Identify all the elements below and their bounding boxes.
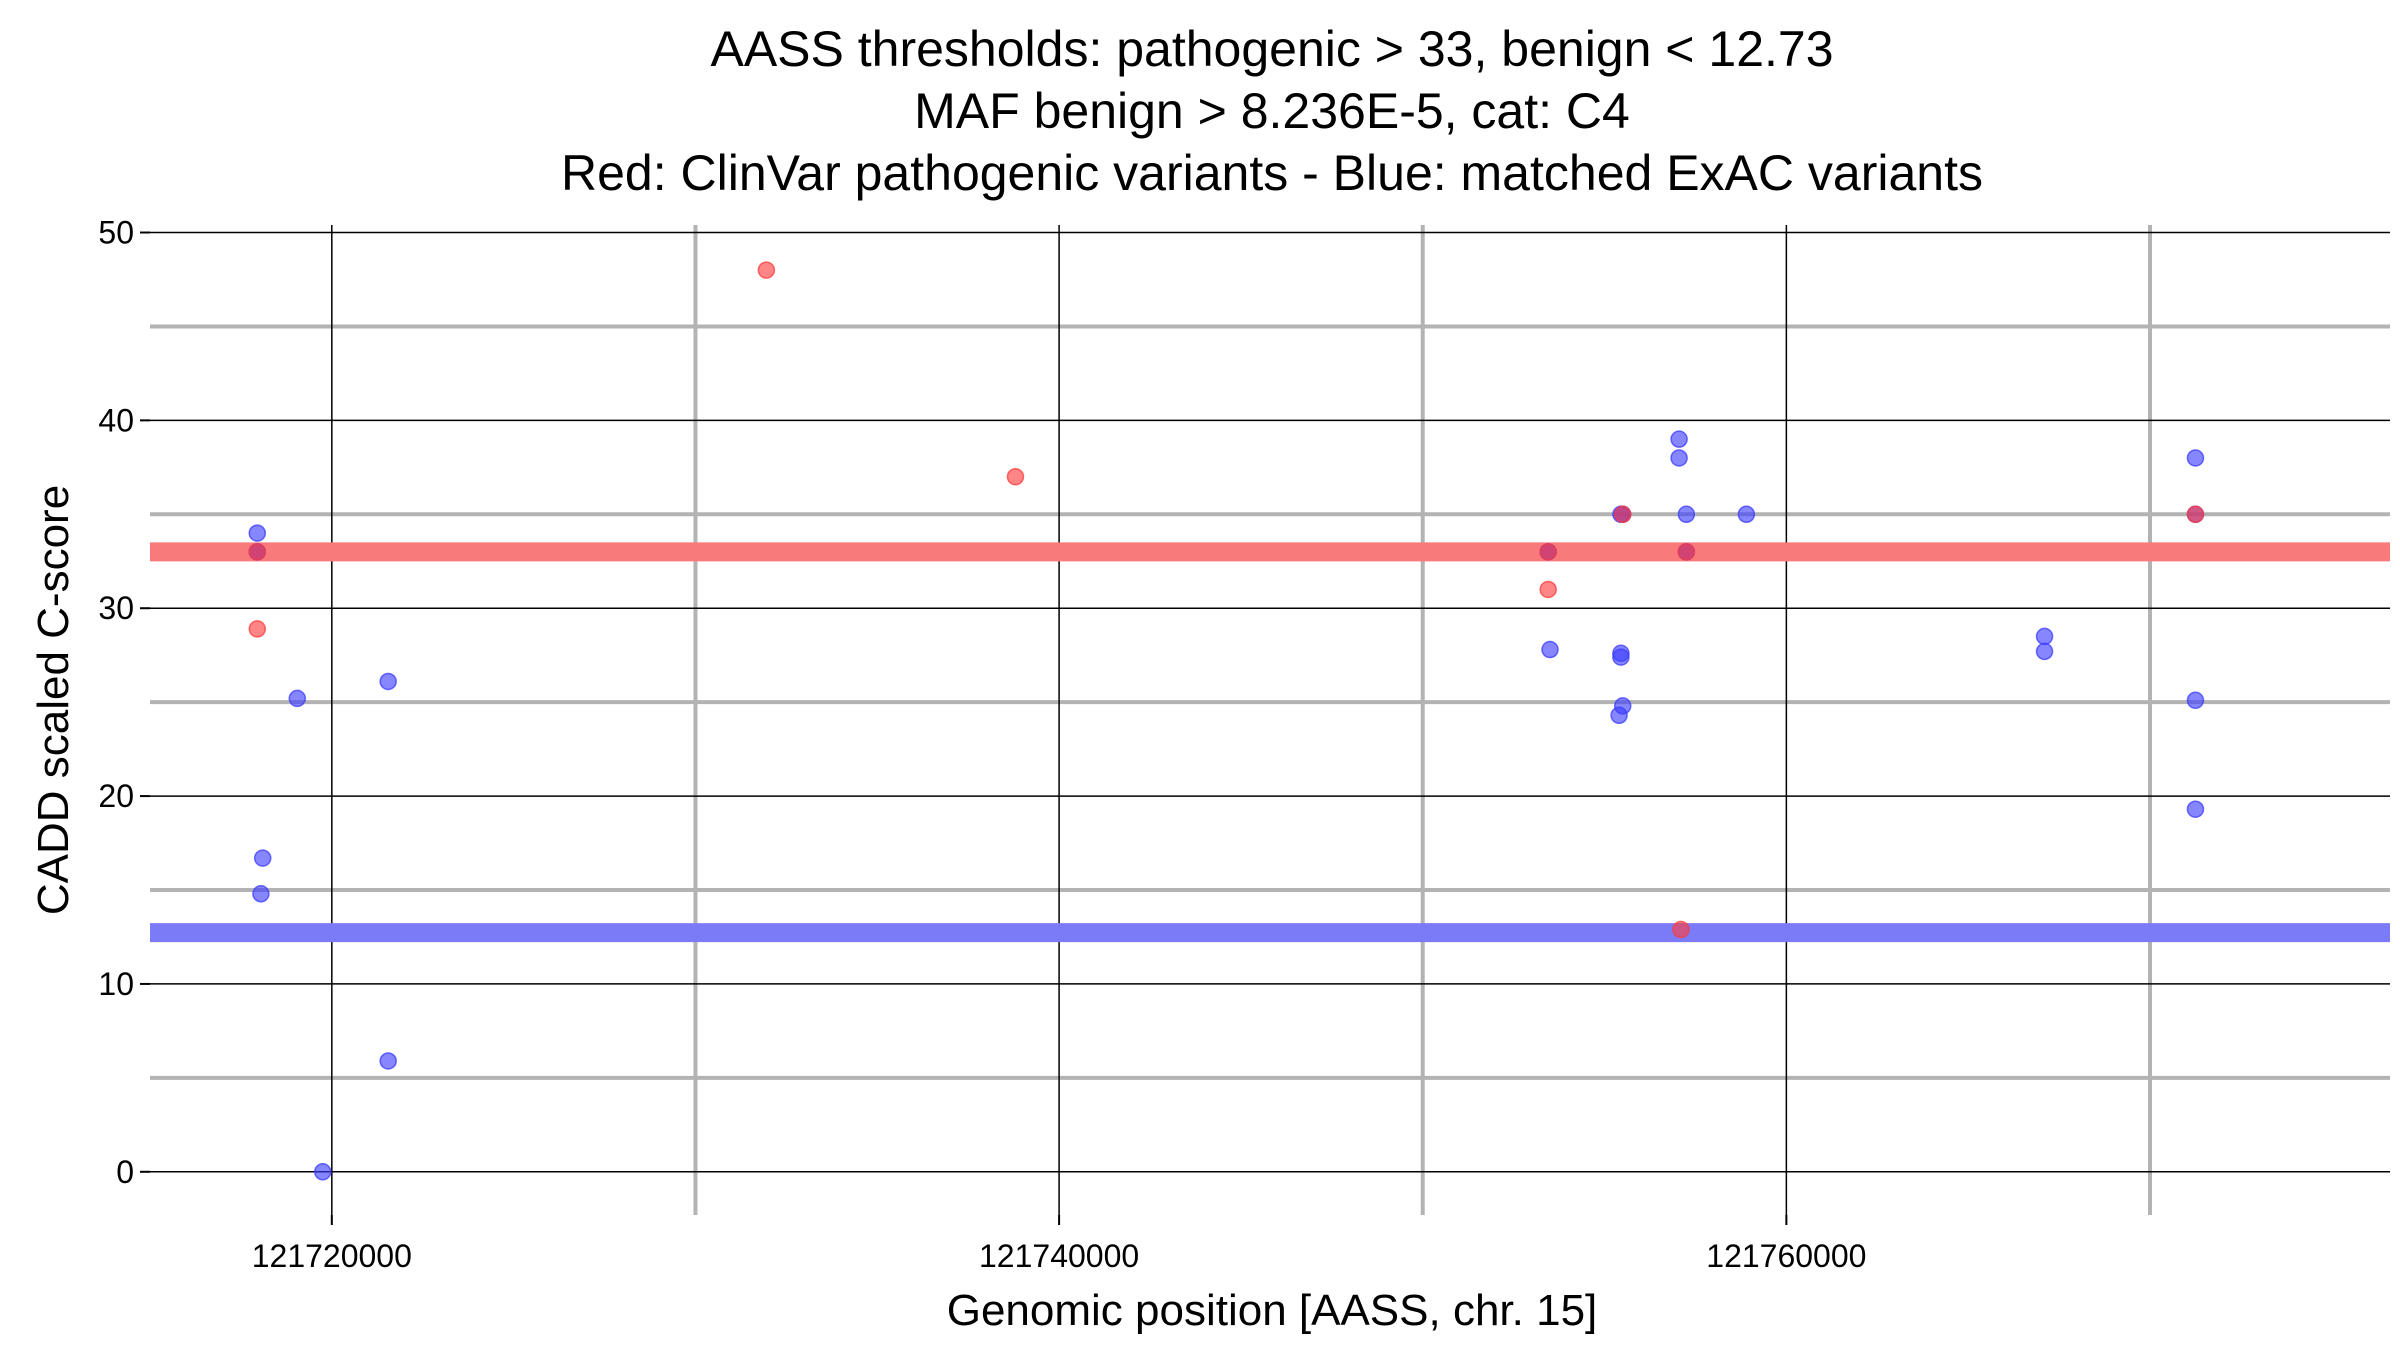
- y-tick-label: 40: [98, 402, 134, 438]
- pathogenic-point: [248, 620, 267, 638]
- exac-point: [253, 849, 272, 867]
- exac-point: [252, 885, 270, 903]
- title-line-1: AASS thresholds: pathogenic > 33, benign…: [710, 21, 1833, 77]
- exac-point: [2035, 642, 2054, 661]
- threshold-lines: [150, 542, 2390, 943]
- exac-point: [2186, 800, 2205, 818]
- pathogenic-point: [1539, 543, 1557, 561]
- y-tick-label: 20: [98, 778, 134, 814]
- x-axis-title: Genomic position [AASS, chr. 15]: [947, 1286, 1598, 1335]
- y-tick-label: 0: [116, 1154, 134, 1190]
- pathogenic-point: [2186, 505, 2205, 524]
- exac-point: [2035, 627, 2054, 646]
- exac-point: [379, 672, 397, 691]
- exac-point: [248, 524, 267, 542]
- title-line-3: Red: ClinVar pathogenic variants - Blue:…: [561, 145, 1983, 201]
- exac-point: [288, 689, 307, 708]
- pathogenic-point: [1672, 920, 1690, 939]
- pathogenic-point: [757, 261, 776, 279]
- exac-point: [2186, 691, 2205, 710]
- exac-point: [1737, 505, 1756, 524]
- x-tick-label: 121740000: [979, 1238, 1139, 1274]
- y-axis-title: CADD scaled C-score: [29, 485, 78, 915]
- exac-point: [1612, 648, 1630, 666]
- pathogenic-point: [1006, 467, 1025, 486]
- major-gridlines: [150, 225, 2390, 1215]
- exac-point: [1541, 640, 1559, 659]
- title-line-2: MAF benign > 8.236E-5, cat: C4: [914, 83, 1630, 139]
- x-tick-label: 121760000: [1706, 1238, 1866, 1274]
- exac-point: [2186, 449, 2205, 467]
- pathogenic-point: [1613, 505, 1632, 524]
- y-axis: 0 10 20 30 40 50: [98, 215, 150, 1190]
- exac-point: [1677, 505, 1696, 524]
- exac-point: [1670, 449, 1688, 467]
- minor-gridlines: [150, 225, 2390, 1215]
- exac-point: [379, 1052, 397, 1070]
- pathogenic-point: [1677, 543, 1696, 561]
- y-tick-label: 30: [98, 590, 134, 626]
- pathogenic-point: [248, 543, 267, 561]
- exac-point: [1670, 430, 1688, 448]
- data-points: [248, 261, 2205, 1181]
- pathogenic-point: [1539, 580, 1557, 599]
- exac-point: [313, 1163, 332, 1181]
- exac-point: [1610, 706, 1628, 725]
- x-axis: 121720000 121740000 121760000: [252, 1215, 1866, 1274]
- chart-title: AASS thresholds: pathogenic > 33, benign…: [561, 21, 1983, 201]
- y-tick-label: 50: [98, 215, 134, 251]
- y-tick-label: 10: [98, 966, 134, 1002]
- x-tick-label: 121720000: [252, 1238, 412, 1274]
